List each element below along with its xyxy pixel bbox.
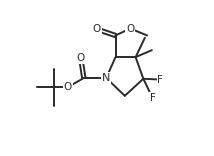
Text: O: O: [126, 24, 134, 34]
Text: N: N: [102, 73, 110, 83]
Text: F: F: [150, 93, 156, 103]
Text: O: O: [93, 24, 101, 34]
Text: F: F: [158, 75, 163, 85]
Text: O: O: [63, 82, 72, 92]
Text: O: O: [77, 53, 85, 63]
